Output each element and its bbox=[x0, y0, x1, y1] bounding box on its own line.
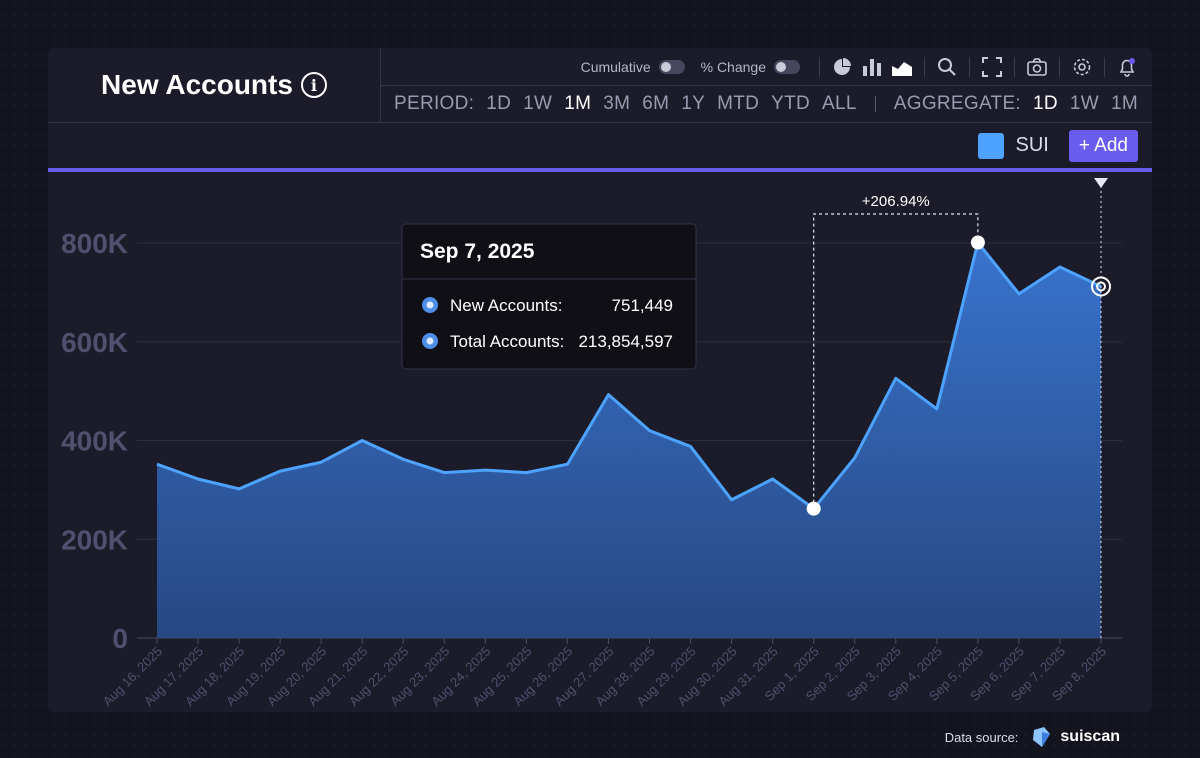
aggregate-option-selected[interactable]: 1D bbox=[1033, 93, 1058, 114]
series-line bbox=[156, 241, 1102, 511]
toolbar: Cumulative % Change bbox=[381, 48, 1152, 86]
cumulative-toggle[interactable] bbox=[658, 59, 685, 74]
tooltip-row-label: New Accounts: bbox=[450, 296, 562, 315]
y-tick-label: 800K bbox=[61, 228, 128, 259]
pct-change-toggle[interactable] bbox=[774, 59, 800, 74]
data-point bbox=[401, 457, 405, 461]
tooltip-row-value: 213,854,597 bbox=[578, 332, 673, 351]
bar-chart-icon[interactable] bbox=[861, 56, 883, 78]
period-option[interactable]: 1Y bbox=[681, 93, 706, 114]
tooltip-series-dot-center bbox=[426, 301, 434, 309]
divider bbox=[1104, 56, 1105, 77]
period-option[interactable]: 6M bbox=[642, 93, 670, 114]
page-title: New Accounts bbox=[101, 69, 293, 100]
period-option[interactable]: 3M bbox=[603, 93, 631, 114]
data-point bbox=[319, 460, 323, 464]
divider bbox=[819, 56, 820, 77]
hover-marker-dot bbox=[1096, 281, 1106, 292]
period-option-selected[interactable]: 1M bbox=[564, 93, 592, 114]
data-point bbox=[483, 468, 487, 472]
area-fill bbox=[157, 242, 1101, 638]
divider bbox=[874, 96, 876, 112]
bell-icon[interactable] bbox=[1116, 56, 1138, 78]
cumulative-label: Cumulative bbox=[580, 58, 651, 75]
add-series-button[interactable]: + Add bbox=[1068, 129, 1138, 162]
tooltip-box bbox=[401, 223, 697, 370]
camera-icon[interactable] bbox=[1026, 56, 1048, 78]
area-chart-icon[interactable] bbox=[891, 56, 913, 78]
period-option[interactable]: YTD bbox=[771, 93, 811, 114]
divider bbox=[1059, 56, 1060, 77]
crosshair-handle bbox=[1094, 178, 1108, 188]
info-icon[interactable]: i bbox=[300, 72, 327, 98]
search-icon[interactable] bbox=[936, 56, 958, 78]
series-legend: SUI + Add bbox=[48, 123, 1152, 168]
data-point bbox=[565, 462, 569, 466]
data-source-label: Data source: bbox=[944, 729, 1019, 745]
change-start-marker bbox=[806, 501, 821, 516]
data-point bbox=[442, 471, 446, 475]
divider bbox=[924, 56, 925, 77]
brand-name: suiscan bbox=[1060, 728, 1120, 745]
tooltip-row-label: Total Accounts: bbox=[450, 332, 564, 351]
aggregate-label: AGGREGATE: bbox=[893, 93, 1021, 114]
data-point bbox=[155, 462, 159, 466]
period-option[interactable]: MTD bbox=[717, 93, 760, 114]
data-point bbox=[771, 477, 775, 481]
change-label: +206.94% bbox=[862, 193, 930, 210]
settings-icon[interactable] bbox=[1071, 56, 1093, 78]
data-point bbox=[894, 376, 898, 380]
period-option[interactable]: 1W bbox=[523, 93, 553, 114]
data-point bbox=[606, 393, 610, 397]
data-point bbox=[524, 471, 528, 475]
fullscreen-icon[interactable] bbox=[981, 56, 1003, 78]
title-box: New Accounts i bbox=[48, 48, 381, 123]
aggregate-option[interactable]: 1M bbox=[1111, 93, 1138, 114]
data-point bbox=[853, 456, 857, 460]
data-point bbox=[730, 498, 734, 502]
aggregate-option[interactable]: 1W bbox=[1069, 93, 1099, 114]
data-point bbox=[1058, 265, 1062, 269]
y-tick-label: 600K bbox=[61, 327, 128, 358]
footer: Data source: suiscan bbox=[945, 726, 1120, 748]
data-point bbox=[648, 429, 652, 433]
data-point bbox=[689, 444, 693, 448]
data-point bbox=[237, 487, 241, 491]
pie-chart-icon[interactable] bbox=[831, 56, 853, 78]
period-option[interactable]: ALL bbox=[822, 93, 857, 114]
suiscan-logo-icon bbox=[1033, 727, 1051, 747]
brand: suiscan bbox=[1030, 726, 1120, 748]
tooltip-date: Sep 7, 2025 bbox=[420, 240, 535, 263]
data-point bbox=[1017, 292, 1021, 296]
data-point bbox=[360, 439, 364, 443]
tooltip-series-dot-center bbox=[426, 337, 434, 345]
y-tick-label: 200K bbox=[61, 524, 128, 555]
divider bbox=[1014, 56, 1015, 77]
change-end-marker bbox=[970, 235, 985, 250]
period-row: PERIOD: 1D 1W 1M 3M 6M 1Y MTD YTD ALL AG… bbox=[381, 86, 1152, 123]
data-point bbox=[196, 477, 200, 481]
accent-divider bbox=[48, 168, 1152, 172]
series-swatch[interactable] bbox=[977, 132, 1004, 159]
y-tick-label: 0 bbox=[112, 623, 128, 654]
hover-marker-ring bbox=[1091, 276, 1111, 297]
data-point bbox=[278, 469, 282, 473]
series-name[interactable]: SUI bbox=[1015, 134, 1049, 156]
period-label: PERIOD: bbox=[394, 93, 475, 114]
pct-change-label: % Change bbox=[700, 58, 766, 75]
period-option[interactable]: 1D bbox=[486, 93, 512, 114]
data-point bbox=[935, 407, 939, 411]
divider bbox=[969, 56, 970, 77]
y-tick-label: 400K bbox=[61, 426, 128, 457]
tooltip-row-value: 751,449 bbox=[612, 296, 673, 315]
